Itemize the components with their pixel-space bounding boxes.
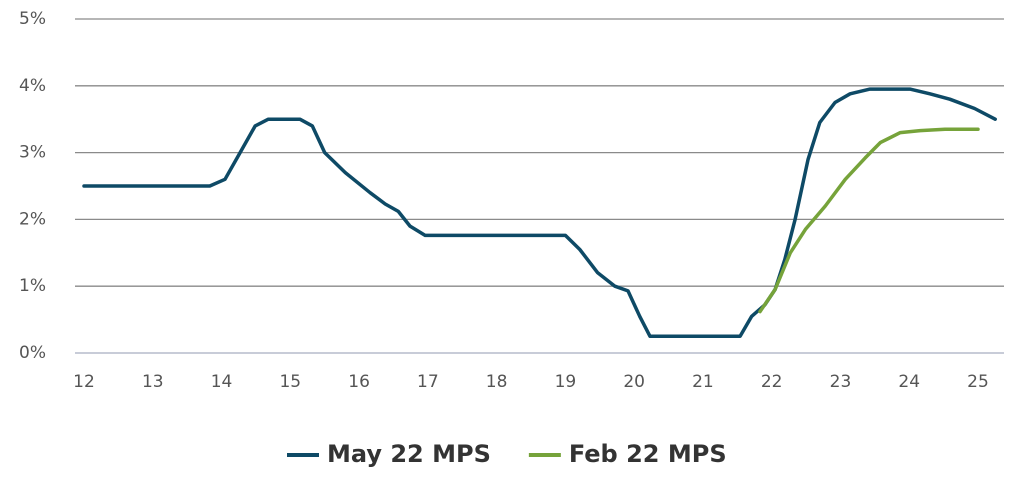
- y-tick-label: 0%: [19, 343, 46, 363]
- y-tick-label: 3%: [19, 143, 46, 163]
- y-tick-label: 1%: [19, 276, 46, 296]
- series-line: [758, 127, 980, 314]
- x-tick-label: 22: [761, 372, 783, 392]
- y-tick-label: 5%: [19, 9, 46, 29]
- x-tick-label: 25: [967, 372, 989, 392]
- x-tick-label: 13: [142, 372, 164, 392]
- y-tick-label: 2%: [19, 209, 46, 229]
- x-tick-label: 19: [555, 372, 577, 392]
- x-tick-label: 17: [417, 372, 439, 392]
- x-tick-label: 12: [73, 372, 95, 392]
- x-tick-label: 20: [623, 372, 645, 392]
- x-tick-label: 15: [279, 372, 301, 392]
- legend-label: May 22 MPS: [327, 440, 491, 468]
- x-tick-label: 18: [486, 372, 508, 392]
- x-tick-label: 14: [211, 372, 233, 392]
- legend-label: Feb 22 MPS: [569, 440, 727, 468]
- x-tick-label: 16: [348, 372, 370, 392]
- series-line: [82, 87, 997, 339]
- x-tick-label: 23: [830, 372, 852, 392]
- x-tick-label: 24: [898, 372, 920, 392]
- y-tick-label: 4%: [19, 76, 46, 96]
- x-tick-label: 21: [692, 372, 714, 392]
- legend: May 22 MPS Feb 22 MPS: [287, 440, 727, 468]
